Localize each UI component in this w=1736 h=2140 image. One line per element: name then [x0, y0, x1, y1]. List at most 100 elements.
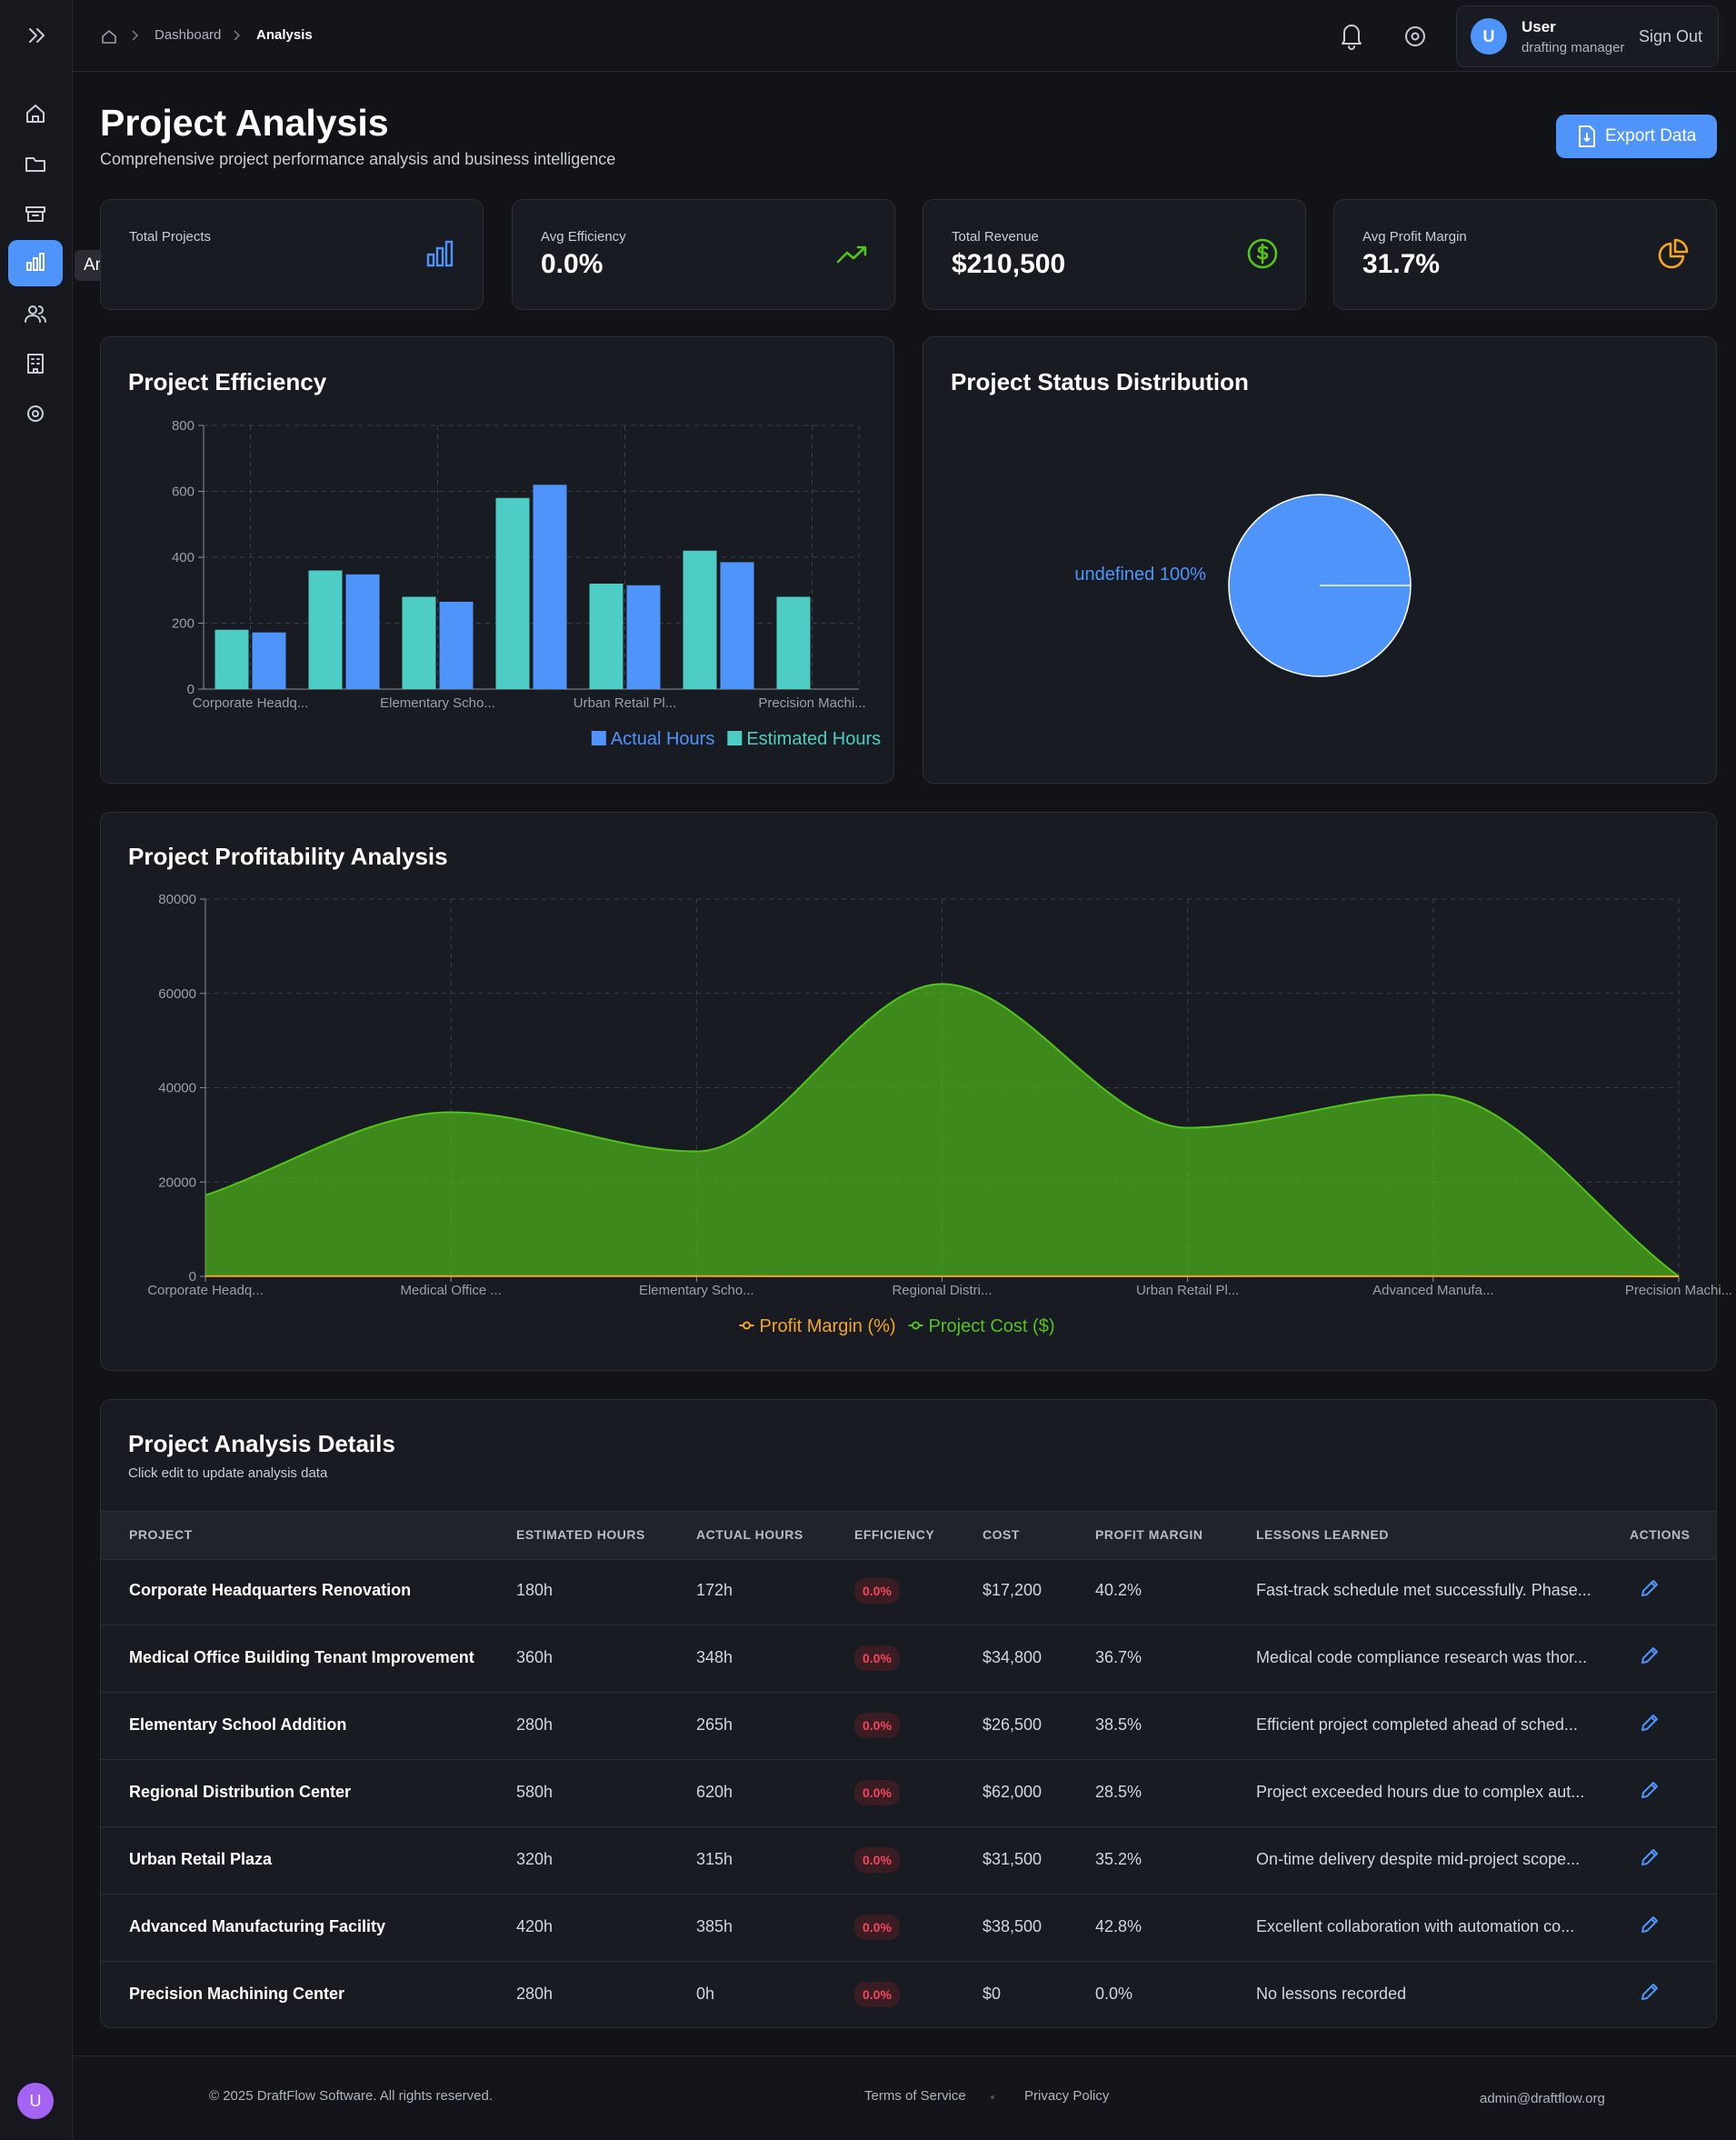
efficiency-card — [100, 336, 894, 784]
edit-button[interactable] — [1640, 1982, 1660, 2002]
table-title: Project Analysis Details — [128, 1430, 395, 1458]
chart-title: Project Efficiency — [128, 368, 326, 396]
breadcrumb-link[interactable]: Dashboard — [155, 27, 221, 43]
table-cell: Project exceeded hours due to complex au… — [1256, 1783, 1584, 1802]
table-cell: Efficient project completed ahead of sch… — [1256, 1715, 1578, 1735]
footer-link[interactable]: Privacy Policy — [1024, 2088, 1109, 2104]
table-cell: 385h — [696, 1917, 733, 1936]
stat-label: Avg Profit Margin — [1362, 229, 1467, 245]
table-cell: 360h — [516, 1648, 553, 1667]
table-cell: Excellent collaboration with automation … — [1256, 1917, 1574, 1936]
edit-button[interactable] — [1640, 1645, 1660, 1665]
nav-projects[interactable] — [26, 158, 45, 171]
footer-link[interactable]: Terms of Service — [864, 2088, 966, 2104]
table-cell: 28.5% — [1095, 1783, 1142, 1802]
sidebar-avatar[interactable]: U — [17, 2083, 54, 2119]
column-header: EFFICIENCY — [854, 1527, 934, 1542]
project-name: Elementary School Addition — [129, 1715, 346, 1735]
edit-button[interactable] — [1640, 1713, 1660, 1733]
nav-home[interactable] — [27, 105, 44, 122]
sign-out[interactable]: Sign Out — [1639, 27, 1702, 46]
table-cell: 420h — [516, 1917, 553, 1936]
nav-company[interactable] — [28, 355, 43, 373]
sidebar-icons — [0, 0, 73, 436]
user-name: User — [1521, 18, 1556, 36]
user-role: drafting manager — [1521, 40, 1624, 55]
table-cell: $34,800 — [983, 1648, 1042, 1667]
stat-value: 31.7% — [1362, 249, 1440, 280]
table-cell: No lessons recorded — [1256, 1985, 1406, 2004]
row-separator — [101, 1759, 1717, 1760]
nav-analysis-active[interactable] — [8, 240, 63, 286]
column-header: ACTIONS — [1630, 1527, 1691, 1542]
export-button[interactable]: Export Data — [1556, 115, 1717, 158]
column-header: PROJECT — [129, 1527, 193, 1542]
table-cell: $0 — [983, 1985, 1001, 2004]
profitability-card — [100, 812, 1717, 1371]
stat-card: Total Projects — [100, 199, 484, 310]
row-separator — [101, 1894, 1717, 1895]
user-avatar: U — [1471, 18, 1507, 55]
header-icons — [1327, 0, 1436, 71]
table-cell: 320h — [516, 1850, 553, 1869]
footer-dot — [991, 2095, 994, 2099]
page-title: Project Analysis — [100, 102, 389, 145]
edit-button[interactable] — [1640, 1847, 1660, 1867]
column-header: PROFIT MARGIN — [1095, 1527, 1203, 1542]
project-name: Advanced Manufacturing Facility — [129, 1917, 385, 1936]
footer-copyright: © 2025 DraftFlow Software. All rights re… — [209, 2088, 493, 2104]
efficiency-badge: 0.0% — [854, 1780, 900, 1805]
column-header: ACTUAL HOURS — [696, 1527, 803, 1542]
column-header: ESTIMATED HOURS — [516, 1527, 645, 1542]
efficiency-badge: 0.0% — [854, 1915, 900, 1940]
settings-icon[interactable] — [1406, 27, 1424, 45]
table-cell: 172h — [696, 1581, 733, 1600]
chart-title: Project Status Distribution — [951, 368, 1249, 396]
notifications-icon[interactable] — [1342, 25, 1361, 49]
table-cell: $62,000 — [983, 1783, 1042, 1802]
table-cell: Medical code compliance research was tho… — [1256, 1648, 1587, 1667]
table-cell: On-time delivery despite mid-project sco… — [1256, 1850, 1580, 1869]
efficiency-badge: 0.0% — [854, 1847, 900, 1873]
edit-button[interactable] — [1640, 1780, 1660, 1800]
table-cell: $38,500 — [983, 1917, 1042, 1936]
nav-archive[interactable] — [26, 207, 45, 221]
table-cell: 348h — [696, 1648, 733, 1667]
home-icon[interactable] — [103, 31, 115, 43]
footer-email[interactable]: admin@draftflow.org — [1480, 2091, 1605, 2106]
nav-users[interactable] — [25, 306, 45, 322]
table-cell: 315h — [696, 1850, 733, 1869]
export-icon — [1576, 125, 1598, 148]
table-cell: 265h — [696, 1715, 733, 1735]
table-cell: $26,500 — [983, 1715, 1042, 1735]
chart-title: Project Profitability Analysis — [128, 843, 448, 871]
project-name: Precision Machining Center — [129, 1985, 344, 2004]
stat-icon — [834, 236, 871, 273]
export-label: Export Data — [1605, 126, 1696, 146]
page-subtitle: Comprehensive project performance analys… — [100, 150, 615, 169]
edit-button[interactable] — [1640, 1578, 1660, 1598]
table-cell: 38.5% — [1095, 1715, 1142, 1735]
project-name: Urban Retail Plaza — [129, 1850, 272, 1869]
nav-settings[interactable] — [28, 406, 43, 421]
stat-icon — [423, 236, 459, 273]
row-separator — [101, 1826, 1717, 1827]
stat-label: Total Projects — [129, 229, 211, 245]
table-cell: 280h — [516, 1715, 553, 1735]
project-name: Corporate Headquarters Renovation — [129, 1581, 411, 1600]
table-cell: 280h — [516, 1985, 553, 2004]
row-separator — [101, 1692, 1717, 1693]
expand-icon[interactable] — [30, 29, 44, 42]
table-cell: 36.7% — [1095, 1648, 1142, 1667]
table-cell: 0.0% — [1095, 1985, 1132, 2004]
row-separator — [101, 1961, 1717, 1962]
status-card — [923, 336, 1717, 784]
table-cell: $31,500 — [983, 1850, 1042, 1869]
edit-button[interactable] — [1640, 1915, 1660, 1935]
stat-card: Total Revenue$210,500 — [923, 199, 1306, 310]
efficiency-badge: 0.0% — [854, 1578, 900, 1604]
stat-card: Avg Profit Margin 31.7% — [1333, 199, 1717, 310]
stat-label: Avg Efficiency — [541, 229, 626, 245]
table-cell: 180h — [516, 1581, 553, 1600]
